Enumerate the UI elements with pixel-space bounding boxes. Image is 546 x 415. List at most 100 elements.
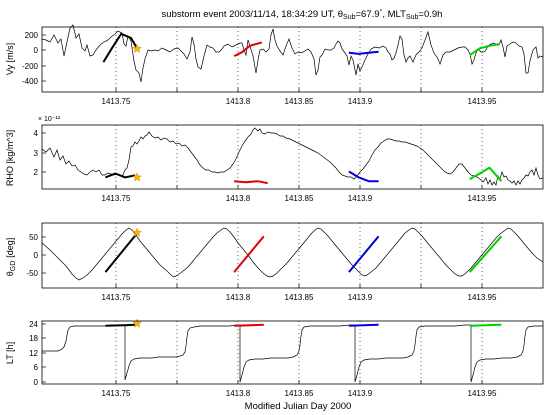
lt-grid-lines: [115, 321, 483, 384]
theta-y-axis-label: θGD [deg]: [5, 238, 17, 277]
vy-x-tick-label: 1413.9: [348, 97, 373, 106]
theta-highlight-segment: [104, 232, 138, 273]
rho-grid-lines: [115, 125, 483, 189]
title-sub-1: Sub: [343, 14, 356, 21]
vy-x-tick-label: 1413.75: [102, 97, 131, 106]
figure-title: substorm event 2003/11/14, 18:34:29 UT, …: [162, 8, 443, 21]
panel-rho: × 10⁻¹² 4 3 2 RHO: [5, 116, 544, 203]
title-angle: =67.9: [356, 9, 380, 20]
lt-y-tick-label: 24: [29, 320, 38, 329]
vy-highlights: [102, 32, 500, 63]
theta-y-tick-label: -50: [26, 269, 38, 278]
rho-highlight-segment: [105, 172, 136, 179]
theta-highlight-segment: [233, 235, 265, 273]
rho-x-tick-label: 1413.9: [348, 194, 373, 203]
vy-ticks: [42, 34, 483, 92]
panel-vy: 200 0 -200 -400 Vy [m/s] 1413.75 1413.8 …: [5, 24, 544, 106]
title-mlt: , MLT: [382, 9, 406, 20]
vy-plot-frame: [41, 26, 544, 93]
rho-highlight-segment: [348, 170, 379, 183]
lt-y-axis-label: LT [h]: [5, 342, 15, 364]
lt-plot-frame: [41, 320, 544, 385]
lt-highlights: [105, 318, 502, 328]
vy-y-tick-label: -400: [22, 77, 39, 86]
vy-x-tick-label: 1413.95: [468, 97, 497, 106]
vy-x-tick-label: 1413.85: [285, 97, 314, 106]
lt-x-tick-label: 1413.9: [348, 389, 373, 398]
lt-highlight-segment: [234, 323, 264, 327]
vy-y-tick-label: 200: [25, 31, 39, 40]
lt-x-tick-label: 1413.95: [468, 389, 497, 398]
theta-ticks: [42, 236, 483, 288]
vy-trace: [41, 24, 544, 83]
theta-highlight-segment: [348, 235, 380, 273]
title-main: substorm event 2003/11/14, 18:34:29 UT, …: [162, 9, 344, 20]
rho-y-axis-label: RHO [kg/m^3]: [5, 130, 15, 186]
rho-x-tick-label: 1413.75: [102, 194, 131, 203]
rho-axes: [41, 124, 544, 190]
vy-y-axis-label: Vy [m/s]: [5, 43, 15, 75]
rho-y-exponent: × 10⁻¹²: [38, 116, 61, 123]
lt-y-tick-label: 0: [34, 378, 39, 387]
theta-trace: [41, 227, 544, 281]
theta-grid-lines: [115, 223, 483, 288]
lt-y-tick-label: 6: [34, 363, 39, 372]
rho-trace: [41, 127, 544, 186]
vy-grid-lines: [115, 27, 483, 92]
rho-plot-frame: [41, 124, 544, 190]
x-axis-label: Modified Julian Day 2000: [245, 401, 352, 412]
panel-lt: 24 18 12 6 0 LT [h] 1413.75 1413.8 1413.…: [5, 318, 544, 398]
lt-highlight-segment: [105, 323, 138, 327]
lt-x-tick-label: 1413.8: [226, 389, 251, 398]
theta-y-axis-subscript: GD: [10, 261, 17, 272]
lt-y-tick-label: 12: [29, 349, 38, 358]
vy-highlight-segment: [233, 41, 263, 57]
lt-axes: [41, 320, 544, 385]
title-degree: °: [380, 8, 383, 16]
rho-highlights: [105, 166, 503, 185]
vy-axes: [41, 26, 544, 93]
theta-axes: [41, 222, 544, 289]
vy-highlight-segment: [348, 50, 379, 55]
rho-highlight-segment: [469, 166, 503, 182]
vy-event-star-marker: [132, 43, 142, 53]
lt-y-tick-label: 18: [29, 334, 38, 343]
theta-event-star-marker: [132, 227, 142, 237]
title-mlt-value: =0.9h: [418, 9, 442, 20]
theta-plot-frame: [41, 222, 544, 289]
panel-theta: 50 0 -50 θGD [deg] 1413.75 1413.8 1413.85…: [5, 222, 544, 302]
vy-highlight-segment: [102, 32, 138, 63]
rho-y-tick-label: 2: [34, 168, 39, 177]
title-sub-2: Sub: [406, 14, 419, 21]
theta-x-tick-label: 1413.9: [348, 293, 373, 302]
lt-ticks: [42, 323, 483, 384]
rho-y-tick-label: 4: [34, 129, 39, 138]
theta-x-tick-label: 1413.95: [468, 293, 497, 302]
lt-x-tick-label: 1413.75: [102, 389, 131, 398]
theta-highlights: [104, 227, 503, 273]
rho-x-tick-label: 1413.8: [226, 194, 251, 203]
theta-y-tick-label: 0: [34, 251, 39, 260]
vy-highlight-segment: [469, 43, 500, 57]
rho-x-tick-label: 1413.95: [468, 194, 497, 203]
lt-event-star-marker: [132, 318, 142, 328]
lt-trace: [42, 324, 543, 383]
rho-ticks: [42, 132, 483, 189]
theta-highlight-segment: [468, 235, 503, 273]
theta-x-tick-label: 1413.85: [285, 293, 314, 302]
rho-y-tick-label: 3: [34, 149, 39, 158]
theta-x-tick-label: 1413.8: [226, 293, 251, 302]
lt-highlight-segment: [469, 323, 502, 327]
rho-x-tick-label: 1413.85: [285, 194, 314, 203]
lt-x-tick-label: 1413.85: [285, 389, 314, 398]
theta-x-tick-label: 1413.75: [102, 293, 131, 302]
rho-highlight-segment: [234, 180, 268, 185]
vy-y-tick-label: 0: [34, 46, 39, 55]
lt-highlight-segment: [348, 323, 379, 327]
theta-y-axis-symbol: θ: [5, 271, 15, 276]
theta-y-tick-label: 50: [29, 233, 38, 242]
vy-y-tick-label: -200: [22, 62, 39, 71]
vy-x-tick-label: 1413.8: [226, 97, 251, 106]
rho-event-star-marker: [132, 172, 142, 182]
